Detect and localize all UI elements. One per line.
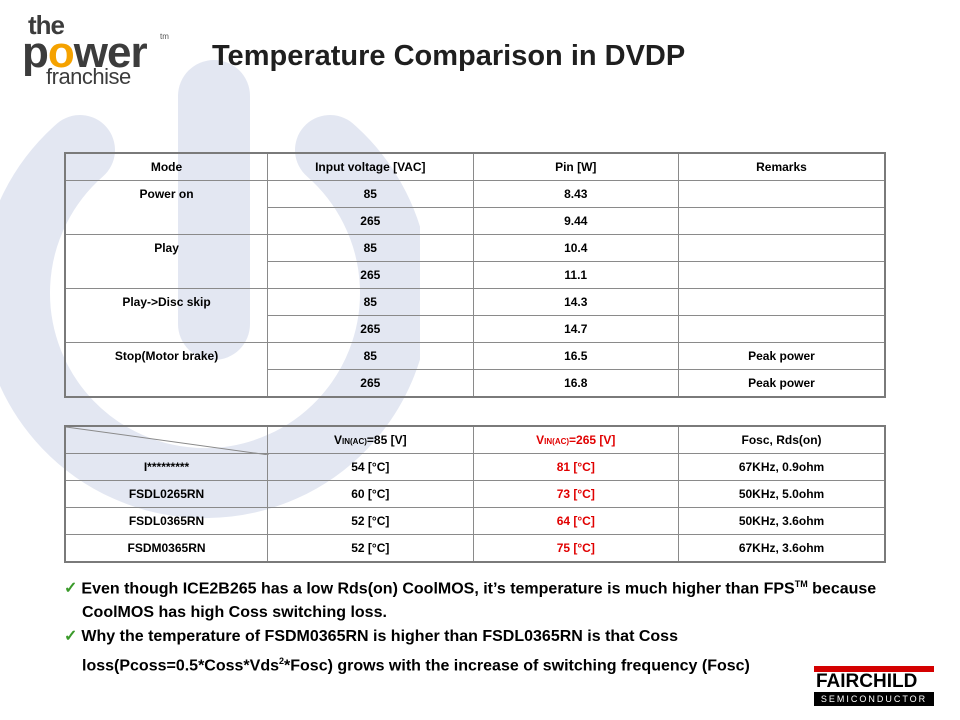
header-pin: Pin [W]: [472, 152, 679, 181]
table-cell: 265: [267, 261, 474, 289]
header-vin-265: VIN(AC)=265 [V]: [472, 425, 680, 454]
table-cell: 67KHz, 3.6ohm: [678, 534, 886, 563]
logo-power: power: [22, 28, 148, 77]
table-cell: [677, 261, 886, 289]
table-cell: [677, 207, 886, 235]
mode-cell: Stop(Motor brake): [64, 342, 269, 398]
table-cell: 85: [267, 288, 474, 316]
table-cell: 16.5: [472, 342, 679, 370]
checkmark-icon: ✓: [64, 628, 78, 646]
table-cell: [677, 288, 886, 316]
table-cell: 52 [°C]: [267, 534, 474, 563]
checkmark-icon: ✓: [64, 580, 78, 598]
table-cell: 64 [°C]: [472, 507, 680, 535]
table-header-row: VIN(AC)=85 [V] VIN(AC)=265 [V] Fosc, Rds…: [64, 425, 886, 455]
table-cell: 52 [°C]: [267, 507, 474, 535]
note-item: ✓ Why the temperature of FSDM0365RN is hi…: [64, 628, 750, 675]
table-cell: [677, 315, 886, 343]
logo-tm: tm: [160, 32, 169, 41]
table-cell: 16.8: [472, 369, 679, 398]
diagonal-line-icon: [66, 427, 269, 455]
table-row: Power on 85 8.43: [64, 180, 886, 235]
logo-franchise: franchise: [46, 64, 131, 89]
mode-cell: Power on: [64, 180, 269, 235]
power-franchise-logo: the power tm franchise: [22, 10, 182, 89]
table-cell: 81 [°C]: [472, 453, 680, 481]
table-row: FSDM0365RN 52 [°C] 75 [°C] 67KHz, 3.6ohm: [64, 534, 886, 563]
table-header-row: Mode Input voltage [VAC] Pin [W] Remarks: [64, 152, 886, 181]
table-cell: 265: [267, 207, 474, 235]
header-vin-85: VIN(AC)=85 [V]: [267, 425, 474, 454]
table-cell: 10.4: [472, 234, 679, 262]
table-row: Play->Disc skip 85 14.3: [64, 288, 886, 343]
device-cell: I*********: [64, 453, 269, 481]
table-cell: Peak power: [677, 342, 886, 370]
header-mode: Mode: [64, 152, 269, 181]
table-cell: 85: [267, 180, 474, 208]
table-cell: 8.43: [472, 180, 679, 208]
device-cell: FSDL0265RN: [64, 480, 269, 508]
table-cell: 11.1: [472, 261, 679, 289]
power-o-icon: o: [47, 28, 75, 77]
fairchild-logo: FAIRCHILD SEMICONDUCTOR: [814, 666, 934, 706]
mode-cell: Play: [64, 234, 269, 289]
table-cell: 85: [267, 234, 474, 262]
table-row: 265 16.8 Peak power: [65, 369, 886, 398]
table-cell: Peak power: [677, 369, 886, 398]
notes-list: ✓ Even though ICE2B265 has a low Rds(on) …: [64, 572, 894, 679]
mode-cell: Play->Disc skip: [64, 288, 269, 343]
table-cell: 54 [°C]: [267, 453, 474, 481]
table-cell: 9.44: [472, 207, 679, 235]
table-row: 265 9.44: [65, 207, 886, 235]
table-cell: 50KHz, 5.0ohm: [678, 480, 886, 508]
header-fosc-rds: Fosc, Rds(on): [678, 425, 886, 454]
diagonal-corner-cell: [64, 425, 269, 455]
page-title: Temperature Comparison in DVDP: [212, 40, 686, 72]
table-row: Play 85 10.4: [64, 234, 886, 289]
logo-red-bar: [814, 666, 934, 672]
table-cell: [677, 234, 886, 262]
device-cell: FSDM0365RN: [64, 534, 269, 563]
table-cell: 265: [267, 315, 474, 343]
header-input-voltage: Input voltage [VAC]: [267, 152, 474, 181]
device-cell: FSDL0365RN: [64, 507, 269, 535]
table-cell: 60 [°C]: [267, 480, 474, 508]
table-cell: 265: [267, 369, 474, 398]
fairchild-sub: SEMICONDUCTOR: [814, 692, 934, 706]
note-item: ✓ Even though ICE2B265 has a low Rds(on) …: [64, 579, 877, 622]
temperature-table: VIN(AC)=85 [V] VIN(AC)=265 [V] Fosc, Rds…: [64, 425, 886, 563]
table-cell: 14.7: [472, 315, 679, 343]
table-cell: 85: [267, 342, 474, 370]
table-row: I********* 54 [°C] 81 [°C] 67KHz, 0.9ohm: [64, 453, 886, 481]
power-consumption-table: Mode Input voltage [VAC] Pin [W] Remarks…: [64, 152, 886, 398]
table-row: FSDL0365RN 52 [°C] 64 [°C] 50KHz, 3.6ohm: [64, 507, 886, 535]
fairchild-name: FAIRCHILD: [816, 671, 918, 692]
table-cell: 50KHz, 3.6ohm: [678, 507, 886, 535]
table-cell: 67KHz, 0.9ohm: [678, 453, 886, 481]
header-remarks: Remarks: [677, 152, 886, 181]
table-cell: 75 [°C]: [472, 534, 680, 563]
table-cell: 14.3: [472, 288, 679, 316]
table-cell: [677, 180, 886, 208]
table-row: Stop(Motor brake) 85 16.5 Peak power: [64, 342, 886, 398]
table-row: FSDL0265RN 60 [°C] 73 [°C] 50KHz, 5.0ohm: [64, 480, 886, 508]
logo-the: the: [28, 10, 65, 40]
table-cell: 73 [°C]: [472, 480, 680, 508]
